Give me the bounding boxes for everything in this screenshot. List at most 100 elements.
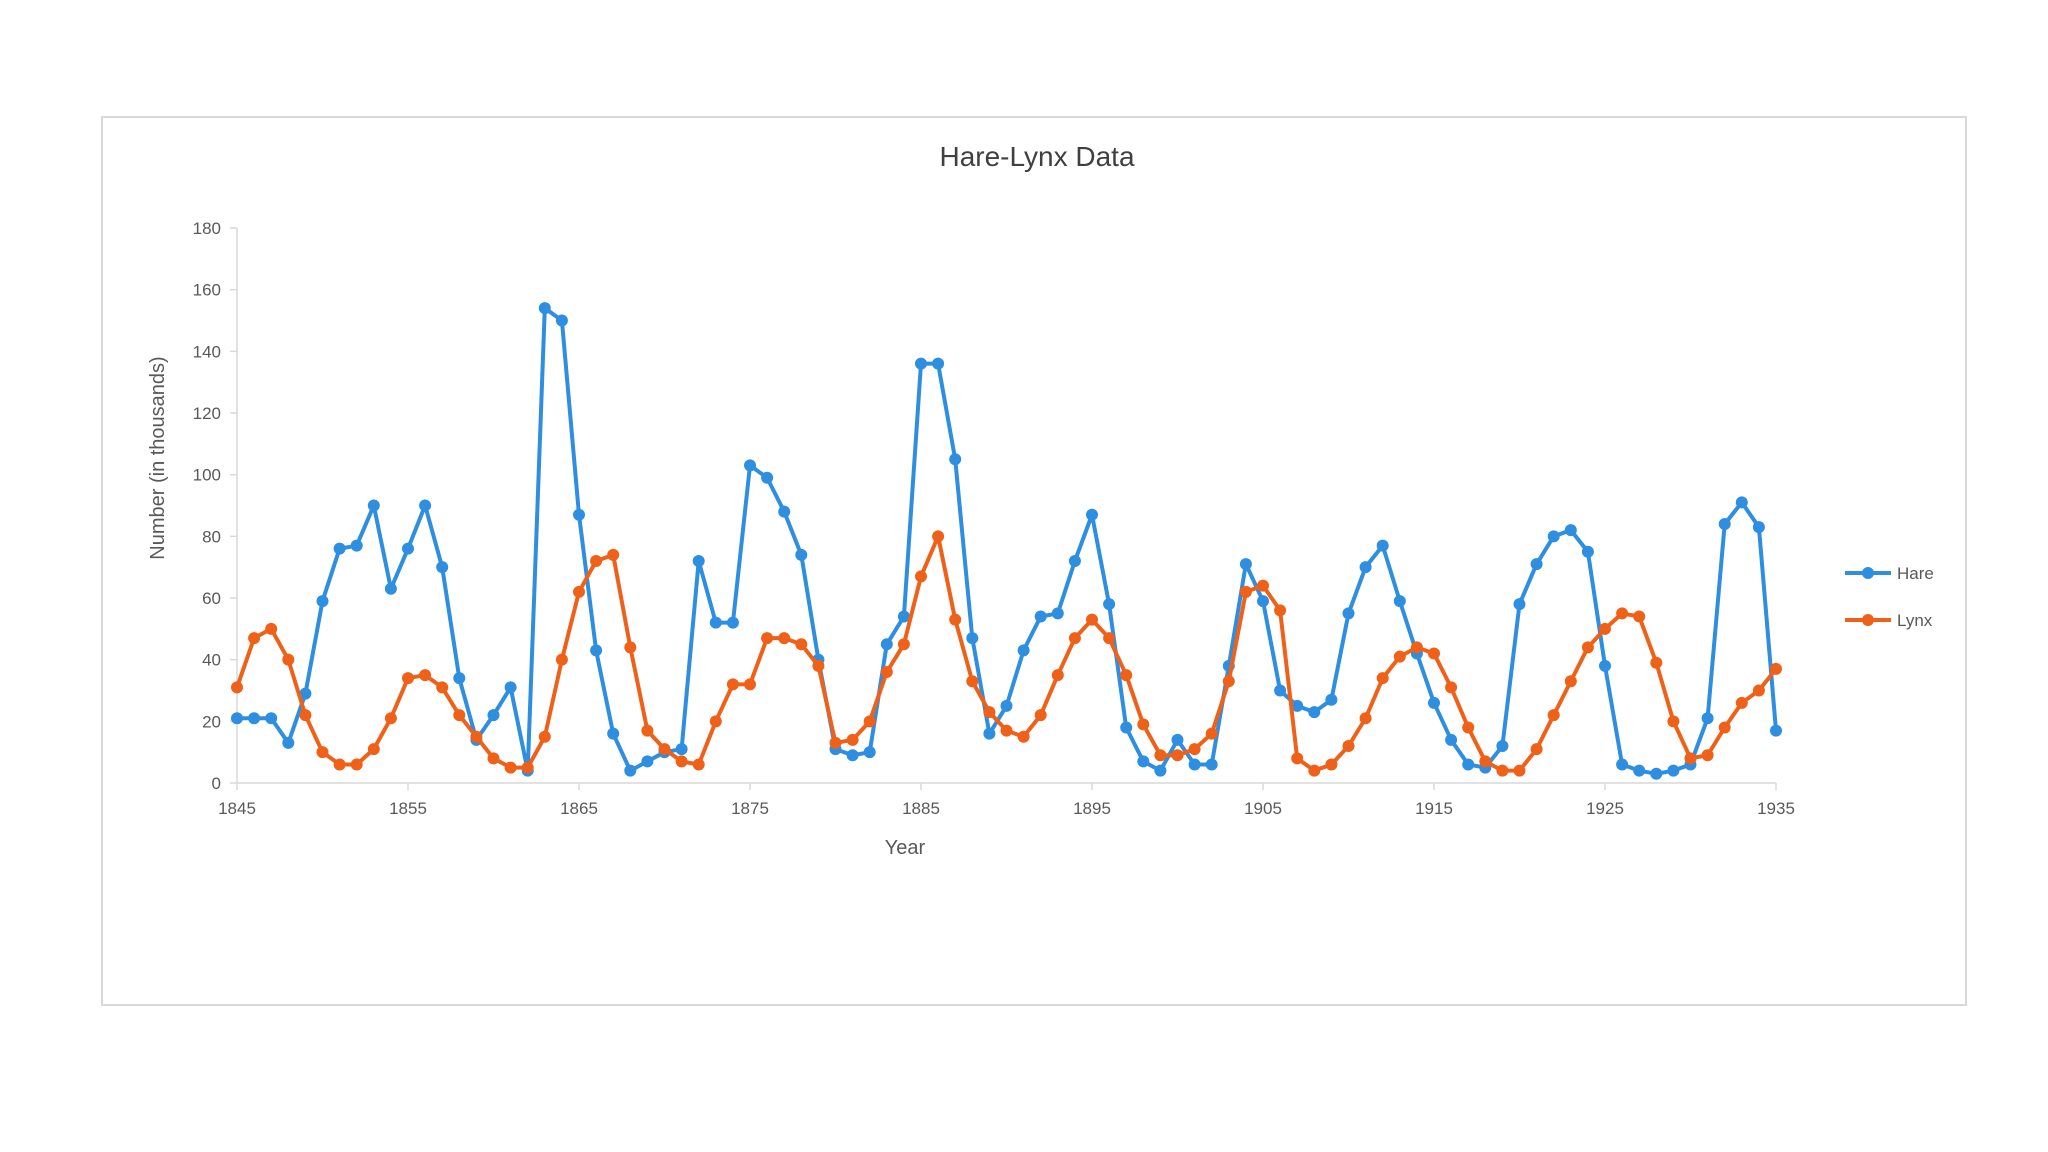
data-point-lynx: [282, 653, 295, 666]
data-point-hare: [1752, 521, 1765, 534]
data-point-lynx: [1359, 712, 1372, 725]
data-point-lynx: [897, 638, 910, 651]
data-point-lynx: [932, 530, 945, 543]
data-point-lynx: [1274, 604, 1287, 617]
data-point-lynx: [880, 666, 893, 678]
data-point-lynx: [1051, 669, 1064, 682]
y-tick-label: 40: [202, 651, 221, 670]
data-point-hare: [949, 453, 962, 466]
data-point-hare: [966, 632, 979, 645]
data-point-hare: [1154, 764, 1167, 777]
y-axis-title: Number (in thousands): [147, 356, 169, 559]
data-point-hare: [1616, 758, 1629, 771]
data-point-hare: [1718, 518, 1731, 530]
data-point-lynx: [1513, 764, 1526, 777]
data-point-hare: [778, 505, 791, 518]
legend-swatch-marker: [1862, 614, 1874, 626]
data-point-lynx: [1034, 709, 1047, 722]
data-point-hare: [1376, 539, 1389, 552]
data-point-lynx: [521, 761, 534, 774]
data-point-hare: [761, 471, 774, 484]
data-point-hare: [350, 539, 363, 552]
x-tick-label: 1865: [560, 799, 598, 818]
data-point-hare: [846, 749, 859, 762]
data-point-hare: [1017, 644, 1030, 657]
data-point-hare: [1051, 607, 1064, 620]
data-point-lynx: [709, 715, 722, 728]
x-tick-label: 1885: [902, 799, 940, 818]
data-point-lynx: [1770, 662, 1782, 675]
data-point-lynx: [1205, 727, 1218, 740]
data-point-hare: [897, 610, 910, 623]
data-point-hare: [1513, 598, 1526, 611]
data-point-lynx: [590, 555, 603, 567]
data-point-lynx: [487, 752, 500, 765]
chart-frame: Hare-Lynx Data 0 20 40 60 80 100 120 140 160 180 …: [101, 116, 1967, 1006]
y-tick-label: 180: [193, 219, 221, 238]
data-point-lynx: [1000, 724, 1013, 737]
data-point-hare: [1137, 755, 1150, 768]
data-point-hare: [299, 687, 312, 700]
data-point-hare: [504, 681, 517, 694]
legend: Hare Lynx: [1845, 564, 1934, 630]
data-point-lynx: [1103, 632, 1116, 645]
data-point-lynx: [1616, 607, 1629, 620]
data-point-hare: [1086, 508, 1098, 521]
x-axis-ticks: 1845 1855 1865 1875 1885 1895 1905 1915 1925 1935: [218, 783, 1795, 818]
data-point-hare: [1103, 598, 1116, 611]
data-point-lynx: [350, 758, 363, 771]
data-point-lynx: [1599, 622, 1611, 635]
data-point-hare: [1239, 558, 1252, 571]
data-point-hare: [573, 508, 585, 521]
data-point-lynx: [1496, 764, 1509, 777]
series-lynx: [231, 530, 1782, 777]
data-point-lynx: [1154, 749, 1167, 762]
data-point-hare: [1171, 733, 1184, 746]
data-point-hare: [1034, 610, 1047, 623]
data-point-lynx: [1086, 613, 1098, 626]
data-point-lynx: [333, 758, 346, 771]
data-point-lynx: [1188, 743, 1201, 756]
data-point-hare: [1667, 764, 1680, 777]
data-point-lynx: [573, 585, 585, 598]
y-tick-label: 160: [193, 281, 221, 300]
data-point-lynx: [1752, 684, 1765, 697]
data-point-lynx: [607, 548, 620, 561]
data-point-lynx: [1393, 650, 1406, 663]
data-point-hare: [1428, 696, 1440, 709]
data-point-lynx: [624, 641, 637, 654]
data-point-hare: [333, 542, 346, 555]
data-point-hare: [1633, 764, 1646, 777]
data-point-hare: [436, 561, 449, 574]
data-point-hare: [1393, 595, 1406, 608]
y-tick-label: 140: [193, 342, 221, 361]
data-point-lynx: [1376, 672, 1389, 685]
data-point-lynx: [675, 755, 688, 768]
data-point-lynx: [778, 632, 791, 645]
data-point-lynx: [402, 672, 414, 685]
data-point-lynx: [1068, 632, 1081, 645]
data-point-lynx: [983, 706, 996, 719]
legend-item-hare: Hare: [1845, 564, 1934, 583]
data-point-hare: [316, 595, 329, 608]
data-point-lynx: [795, 638, 808, 651]
data-point-hare: [1188, 758, 1201, 771]
data-point-lynx: [1547, 709, 1560, 722]
data-point-hare: [863, 746, 876, 759]
data-point-hare: [590, 644, 603, 657]
data-point-hare: [1274, 684, 1287, 697]
data-point-hare: [983, 727, 996, 740]
x-axis-title: Year: [885, 837, 926, 859]
data-point-lynx: [949, 613, 962, 626]
data-point-lynx: [829, 736, 842, 749]
data-point-hare: [1496, 740, 1509, 752]
data-point-hare: [419, 499, 432, 512]
data-point-lynx: [265, 622, 278, 635]
y-tick-label: 100: [193, 466, 221, 485]
x-tick-label: 1845: [218, 799, 256, 818]
data-point-lynx: [966, 675, 979, 688]
data-point-lynx: [1291, 752, 1304, 765]
x-tick-label: 1875: [731, 799, 769, 818]
data-point-hare: [487, 709, 500, 722]
y-tick-label: 0: [212, 774, 221, 793]
